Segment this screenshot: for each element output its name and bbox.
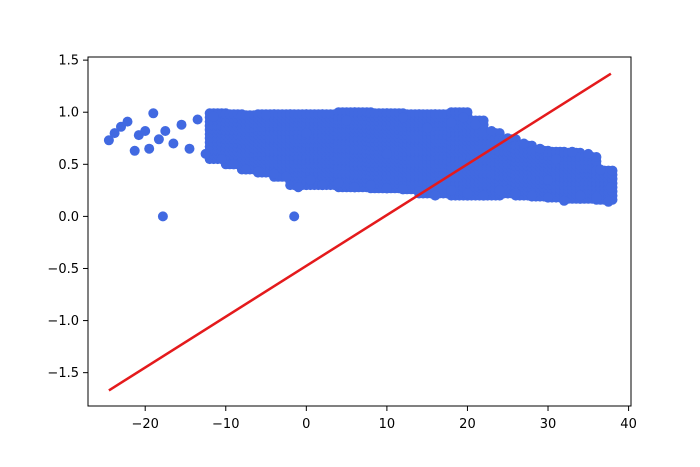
scatter-point [160,126,171,136]
x-tick-label: 40 [620,417,637,432]
y-tick-label: −1.5 [47,366,79,381]
scatter-point [228,159,239,170]
scatter-point [184,143,195,154]
scatter-point [470,119,481,130]
scatter-point [129,145,140,156]
scatter-point [293,182,304,193]
scatter-point [518,138,529,149]
scatter-point [269,168,280,179]
scatter-point [446,117,457,128]
scatter-point [365,180,376,191]
scatter-point [144,143,155,154]
scatter-point [253,166,263,177]
scatter-point [148,108,159,119]
scatter-point [122,116,133,127]
scatter-point [422,122,433,133]
scatter-point [494,185,505,196]
x-tick-label: −10 [212,417,239,432]
scatter-point [567,146,578,157]
scatter-point [398,184,408,195]
scatter-point [559,195,570,206]
scatter-point [607,165,618,176]
scatter-point [486,126,497,136]
scatter-point [305,174,316,185]
scatter-point [595,164,606,175]
x-tick-label: −20 [131,417,158,432]
y-tick-label: 1.0 [58,106,79,121]
scatter-point [240,164,251,175]
x-tick-label: 30 [540,417,557,432]
scatter-point [109,128,120,139]
scatter-point [103,135,114,146]
y-tick-label: −1.0 [47,314,79,329]
y-tick-label: 0.0 [58,210,79,225]
x-tick-label: 10 [379,417,396,432]
scatter-point [200,148,211,159]
scatter-point [317,180,328,191]
scatter-point [261,110,271,121]
scatter-point [510,188,521,199]
axes-frame [87,56,632,407]
scatter-point [430,190,441,201]
scatter-point [543,192,553,203]
scatter-point [398,112,408,123]
x-tick-label: 0 [302,417,310,432]
scatter-point [157,211,168,222]
scatter-point [208,111,219,122]
scatter-point [575,190,586,201]
scatter-point [153,134,164,145]
scatter-point [192,114,203,125]
scatter-point [462,188,473,199]
scatter-point [605,182,616,193]
scatter-point [381,148,392,159]
scatter-point [216,154,227,165]
scatter-point [341,115,352,126]
scatter-point [535,143,545,154]
y-tick-label: 1.5 [58,54,79,69]
scatter-point [381,183,392,194]
x-axis: −20 −10 0 10 20 30 40 [131,406,637,432]
fit-line [108,72,612,392]
scatter-point [526,190,537,201]
y-axis: 1.5 1.0 0.5 0.0 −0.5 −1.0 −1.5 [47,54,88,381]
plot-area [103,72,618,392]
scatter-point [349,182,360,193]
y-tick-label: 0.5 [58,158,79,173]
scatter-point [583,148,594,159]
x-tick-label: 20 [459,417,476,432]
scatter-point [603,196,614,207]
scatter-point [551,154,562,165]
scatter-point [333,178,344,189]
scatter-point [281,171,292,182]
scatter-point [458,112,469,123]
scatter-point [176,119,187,130]
scatter-point [446,185,457,196]
scatter-point [478,115,489,126]
y-tick-label: −0.5 [47,262,79,277]
scatter-point [591,192,602,203]
scatter-point [168,138,179,149]
scatter-point [591,152,602,162]
scatter-point [478,190,489,201]
scatter-point [301,128,312,139]
scatter-point [543,174,553,185]
scatter-point [289,211,300,222]
scatter-point [140,126,151,136]
